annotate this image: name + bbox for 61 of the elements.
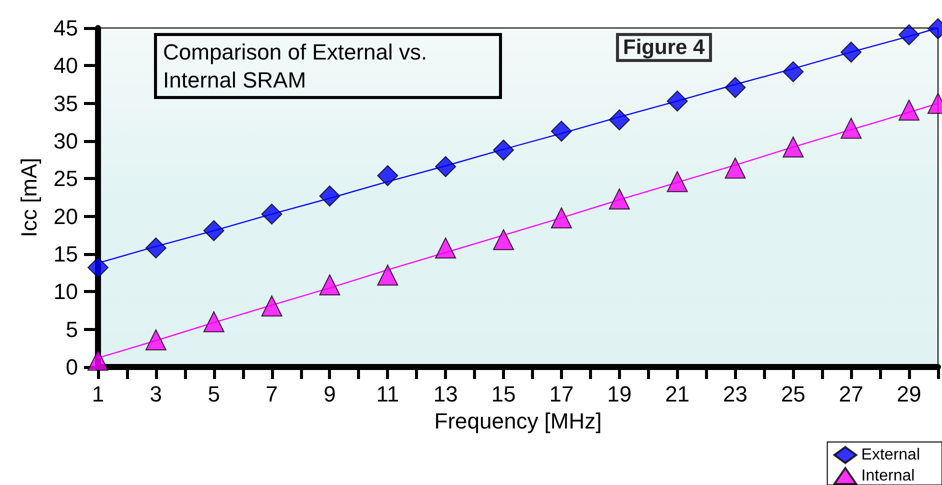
point	[840, 118, 862, 139]
point	[666, 90, 688, 112]
point	[88, 257, 108, 278]
point	[145, 329, 166, 350]
point	[319, 185, 340, 206]
x-tick-label: 19	[607, 382, 632, 406]
legend-label: External	[861, 446, 920, 464]
x-tick-label: 9	[324, 382, 336, 406]
point	[203, 311, 224, 332]
y-tick-label: 35	[54, 90, 78, 116]
x-tick-label: 27	[838, 382, 864, 406]
point	[550, 120, 572, 142]
point	[608, 109, 630, 130]
point	[493, 140, 514, 161]
y-tick-label: 30	[54, 128, 78, 154]
x-tick-label: 21	[665, 382, 690, 406]
y-tick-label: 20	[54, 204, 78, 229]
point	[261, 204, 282, 225]
y-axis-title: Icc [mA]	[16, 158, 42, 238]
y-tick-label: 40	[54, 53, 78, 78]
point	[724, 77, 746, 98]
point	[608, 188, 630, 210]
point	[203, 220, 224, 242]
point	[145, 237, 166, 258]
y-tick-label: 5	[66, 316, 78, 342]
x-tick-label: 17	[549, 382, 574, 406]
x-tick-label: 13	[433, 382, 458, 406]
point	[319, 274, 340, 296]
point	[840, 42, 862, 63]
y-tick-label: 0	[66, 354, 78, 380]
x-axis-title: Frequency [MHz]	[434, 408, 602, 434]
x-tick-label: 29	[896, 382, 922, 406]
point	[550, 207, 572, 228]
x-tick-label: 23	[723, 382, 748, 406]
point	[377, 264, 398, 286]
x-tick-label: 5	[208, 382, 220, 406]
point	[377, 165, 398, 186]
point	[666, 171, 688, 192]
x-tick-label: 11	[376, 382, 400, 406]
annotation: Figure 4	[623, 36, 706, 59]
point	[898, 100, 920, 121]
x-tick-label: 3	[150, 382, 162, 406]
point	[435, 156, 456, 178]
text: Comparison of External vs. Internal SRAM	[163, 40, 434, 92]
point	[782, 61, 804, 82]
x-tick-label: 1	[92, 382, 104, 406]
y-tick-label: 15	[54, 242, 78, 266]
point	[435, 237, 456, 258]
point	[898, 24, 920, 46]
y-tick-label: 45	[54, 16, 78, 40]
point	[261, 295, 282, 316]
point	[782, 136, 804, 158]
x-tick-label: 25	[780, 382, 806, 406]
legend-label: Internal	[861, 468, 915, 484]
point	[493, 229, 514, 250]
x-tick-label: 15	[491, 382, 516, 406]
x-tick-label: 7	[266, 382, 278, 406]
point	[724, 158, 746, 179]
y-tick-label: 25	[54, 166, 78, 192]
point	[88, 350, 108, 371]
y-tick-label: 10	[54, 279, 78, 304]
